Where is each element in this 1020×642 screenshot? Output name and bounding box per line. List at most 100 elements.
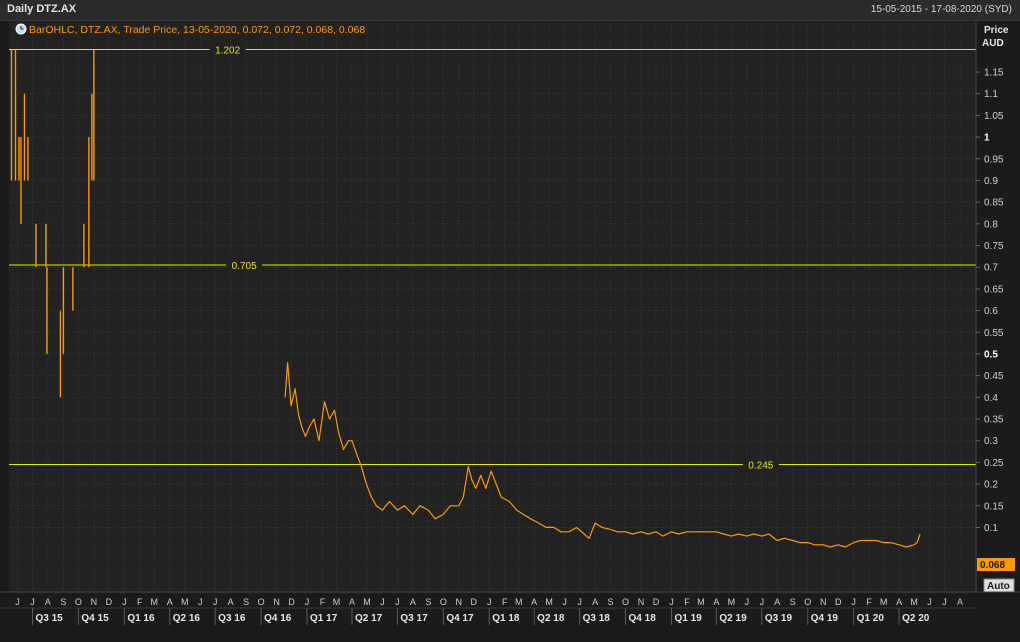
- y-tick-label: 0.95: [984, 154, 1004, 165]
- quarter-tick-label: Q2 19: [719, 613, 747, 624]
- quarter-tick-label: Q1 16: [127, 613, 155, 624]
- hline-label: 0.705: [232, 261, 257, 272]
- quarter-tick-label: Q2 18: [537, 613, 565, 624]
- quarter-tick-label: Q4 15: [81, 613, 109, 624]
- quarter-tick-label: Q2 16: [173, 613, 201, 624]
- month-tick-label: J: [577, 597, 582, 607]
- month-tick-label: J: [15, 597, 20, 607]
- month-tick-label: A: [45, 597, 51, 607]
- month-tick-label: S: [243, 597, 249, 607]
- month-tick-label: J: [30, 597, 35, 607]
- y-tick-label: 0.3: [984, 436, 998, 447]
- month-tick-label: M: [910, 597, 918, 607]
- hline-label-bg: [209, 43, 246, 56]
- month-tick-label: J: [487, 597, 492, 607]
- auto-scale-button[interactable]: Auto: [983, 578, 1015, 593]
- month-tick-label: S: [608, 597, 614, 607]
- quarter-tick-label: Q1 19: [674, 613, 702, 624]
- y-tick-label: 0.2: [984, 480, 998, 491]
- month-tick-label: D: [835, 597, 842, 607]
- quarter-tick-label: Q4 18: [629, 613, 657, 624]
- last-value-text: 0.068: [980, 560, 1005, 571]
- month-tick-label: F: [320, 597, 326, 607]
- month-tick-label: D: [106, 597, 113, 607]
- month-tick-label: N: [638, 597, 645, 607]
- month-tick-label: A: [349, 597, 355, 607]
- legend[interactable]: BarOHLC, DTZ.AX, Trade Price, 13-05-2020…: [15, 23, 365, 36]
- hline-label: 1.202: [215, 45, 240, 56]
- legend-label: BarOHLC, DTZ.AX, Trade Price, 13-05-2020…: [29, 24, 365, 36]
- y-tick-label: 0.4: [984, 393, 998, 404]
- month-tick-label: J: [745, 597, 750, 607]
- month-tick-label: F: [866, 597, 872, 607]
- y-tick-label: 0.75: [984, 241, 1004, 252]
- y-tick-label: 0.45: [984, 371, 1004, 382]
- y-tick-label: 0.55: [984, 328, 1004, 339]
- horizontal-lines[interactable]: 1.202 0.705 0.245: [9, 43, 976, 472]
- quarter-tick-label: Q3 16: [218, 613, 246, 624]
- month-tick-label: F: [684, 597, 690, 607]
- month-tick-label: O: [804, 597, 811, 607]
- quarter-tick-label: Q2 17: [355, 613, 383, 624]
- month-tick-label: J: [395, 597, 400, 607]
- y-tick-label: 0.25: [984, 458, 1004, 469]
- y-tick-label: 0.85: [984, 198, 1004, 209]
- y-tick-label: 0.8: [984, 219, 998, 230]
- month-tick-label: J: [380, 597, 385, 607]
- month-tick-label: A: [228, 597, 234, 607]
- month-tick-label: N: [91, 597, 98, 607]
- y-tick-label: 1.15: [984, 68, 1004, 79]
- month-tick-label: O: [440, 597, 447, 607]
- month-tick-label: M: [545, 597, 553, 607]
- y-tick-label: 0.9: [984, 176, 998, 187]
- price-axis-unit: AUD: [982, 38, 1004, 49]
- quarter-tick-label: Q3 18: [583, 613, 611, 624]
- month-tick-label: A: [774, 597, 780, 607]
- price-axis[interactable]: 0.1 0.15 0.2 0.25 0.3 0.35 0.4 0.45 0.5 0.55 0.6 0.…: [976, 68, 1004, 534]
- month-tick-label: M: [515, 597, 523, 607]
- month-tick-label: O: [622, 597, 629, 607]
- auto-scale-label[interactable]: Auto: [987, 581, 1010, 592]
- y-tick-label: 0.1: [984, 523, 998, 534]
- month-tick-label: D: [653, 597, 660, 607]
- last-value-badge: 0.068: [977, 558, 1015, 571]
- month-tick-label: D: [471, 597, 478, 607]
- month-tick-label: S: [425, 597, 431, 607]
- month-tick-label: M: [363, 597, 371, 607]
- month-tick-label: M: [181, 597, 189, 607]
- month-tick-label: S: [790, 597, 796, 607]
- y-tick-label: 0.65: [984, 284, 1004, 295]
- month-tick-label: J: [562, 597, 567, 607]
- quarter-tick-label: Q1 20: [857, 613, 885, 624]
- month-tick-label: A: [410, 597, 416, 607]
- quarter-tick-label: Q2 20: [902, 613, 930, 624]
- month-tick-label: J: [122, 597, 127, 607]
- quarter-tick-label: Q4 16: [264, 613, 292, 624]
- month-tick-label: N: [820, 597, 827, 607]
- y-tick-label: 0.5: [984, 349, 998, 360]
- hline-label: 0.245: [748, 461, 773, 472]
- y-tick-label: 1: [984, 133, 990, 144]
- month-tick-label: A: [957, 597, 963, 607]
- month-tick-label: M: [333, 597, 341, 607]
- month-tick-label: M: [697, 597, 705, 607]
- y-tick-label: 0.7: [984, 263, 998, 274]
- month-tick-label: F: [137, 597, 143, 607]
- y-tick-label: 0.6: [984, 306, 998, 317]
- month-tick-label: M: [728, 597, 736, 607]
- month-tick-label: A: [531, 597, 537, 607]
- hline-label-bg: [742, 458, 779, 471]
- title-bar: Daily DTZ.AX 15-05-2015 - 17-08-2020 (SY…: [0, 0, 1020, 21]
- price-axis-label: Price: [984, 25, 1009, 36]
- month-tick-label: M: [151, 597, 159, 607]
- quarter-tick-label: Q3 19: [765, 613, 793, 624]
- quarter-tick-label: Q4 17: [446, 613, 474, 624]
- month-tick-label: A: [713, 597, 719, 607]
- month-tick-label: J: [198, 597, 203, 607]
- month-tick-label: J: [942, 597, 947, 607]
- price-chart[interactable]: 1.202 0.705 0.245 0.1 0.15 0.2 0.25 0.3 0.35 0.4…: [0, 21, 1020, 642]
- month-tick-label: N: [456, 597, 463, 607]
- chart-title: Daily DTZ.AX: [7, 3, 77, 15]
